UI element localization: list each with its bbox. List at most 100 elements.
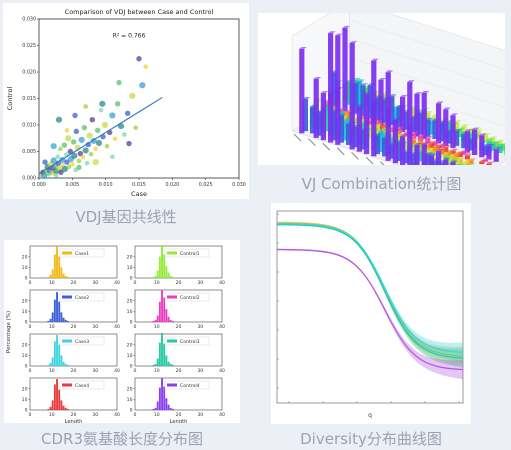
bars3d-bar — [450, 155, 456, 162]
diversity-band — [277, 221, 463, 366]
bars3d-bar — [497, 141, 503, 147]
hist-ytick-label: 10 — [22, 265, 28, 271]
scatter-point — [136, 56, 142, 62]
scatter-fit-line — [38, 96, 163, 175]
bars3d-bar-top — [342, 118, 350, 121]
hist-xtick-label: 30 — [92, 280, 98, 286]
hist-ytick-label: 10 — [127, 397, 133, 403]
hist-bar — [51, 312, 54, 322]
hist-ytick-label: 10 — [127, 309, 133, 315]
bars3d-bar — [335, 89, 341, 145]
bars3d-bar — [360, 85, 366, 116]
hist-ytick-label: 20 — [22, 386, 28, 392]
diversity-plot-frame — [276, 210, 464, 404]
bars3d-bar-top — [335, 87, 343, 90]
hist-legend-swatch — [62, 383, 72, 387]
scatter-point — [55, 160, 62, 166]
hist-bar — [66, 408, 69, 410]
scatter-point — [99, 100, 106, 107]
scatter-point — [84, 160, 90, 166]
bars3d-bar-top — [436, 101, 444, 104]
bars3d-bar — [450, 150, 456, 155]
bars3d-bar — [461, 134, 467, 149]
scatter-ytick-label: 0.020 — [22, 70, 36, 76]
bars3d-bar — [418, 151, 424, 162]
bars3d-bar-top — [374, 123, 383, 126]
bars3d-bar — [446, 131, 452, 144]
bars3d-bar — [410, 145, 416, 153]
scatter-point — [133, 125, 138, 130]
bars3d-bar — [432, 152, 438, 160]
bars3d-bar-top — [356, 79, 365, 82]
bars3d-bar — [360, 130, 366, 150]
diversity-panel: q — [271, 203, 471, 424]
hist-legend-label: Case2 — [75, 295, 89, 301]
bars3d-bar — [461, 126, 467, 135]
bars3d-bar — [374, 135, 380, 155]
hist-bar — [154, 363, 157, 366]
hist-bar — [169, 407, 172, 410]
bars3d-bar — [335, 35, 341, 112]
bars3d-bar-top — [454, 119, 462, 122]
hist-xtick-label: 40 — [219, 412, 225, 418]
bars3d-bar — [324, 105, 330, 132]
hist-xtick-label: 10 — [154, 280, 160, 286]
hist-bar — [66, 364, 69, 366]
scatter-caption: VDJ基因共线性 — [75, 208, 177, 226]
hist-xtick-label: 10 — [49, 280, 55, 286]
bars3d-bar — [392, 120, 398, 164]
scatter-point — [61, 142, 68, 148]
scatter-point — [104, 143, 110, 149]
hist-xtick-label: 10 — [154, 368, 160, 374]
bars3d-bar — [432, 146, 438, 153]
bars3d-gridline — [349, 19, 511, 72]
bars3d-panel — [258, 0, 511, 192]
bars3d-bar-top — [328, 91, 336, 94]
scatter-xtick-label: 0.020 — [165, 182, 179, 188]
bars3d-bar-top — [450, 113, 458, 116]
bars3d-bar — [410, 139, 416, 146]
hist-bar — [154, 319, 157, 322]
hist-xtick-label: 20 — [176, 280, 182, 286]
bars3d-bar — [454, 153, 460, 160]
bars3d-bar-top — [428, 141, 437, 144]
diversity-xlabel: q — [368, 412, 372, 419]
hist-ytick-label: 0 — [25, 276, 28, 282]
hist-legend-label: Control2 — [180, 295, 200, 301]
hist-bar — [156, 315, 159, 322]
bars3d-bar — [457, 159, 463, 164]
hist-panel-frame — [134, 377, 223, 411]
bars3d-bar — [425, 154, 431, 171]
scatter-point — [143, 64, 148, 69]
bars3d-bar — [450, 162, 456, 182]
bars3d-bar-top — [425, 117, 433, 120]
bars3d-caption: VJ Combination统计图 — [301, 175, 462, 193]
hist-bar — [64, 275, 67, 278]
bars3d-bar-top — [407, 80, 415, 82]
bars3d-bar — [378, 131, 384, 152]
scatter-point — [101, 121, 109, 129]
hist-bar — [161, 378, 163, 410]
bars3d-bar-top — [371, 58, 379, 61]
hist-bar — [154, 407, 157, 410]
scatter-chart: Comparison of VDJ between Case and Contr… — [6, 8, 246, 198]
bars3d-bar-top — [410, 131, 419, 134]
bars3d-bar — [374, 98, 380, 121]
bars3d-bar — [403, 141, 409, 150]
bars3d-bar-top — [414, 92, 422, 94]
hist-bar — [58, 256, 61, 278]
hist-bar — [169, 319, 172, 322]
bars3d-bar — [396, 141, 402, 161]
bars3d-bar-top — [454, 157, 462, 159]
hist-legend-box — [164, 336, 210, 346]
bars3d-bar — [436, 103, 442, 144]
bars3d-bar-top — [349, 41, 358, 43]
bars3d-bar-top — [497, 139, 505, 142]
bars3d-bar — [461, 151, 467, 155]
diversity-band — [277, 223, 463, 368]
bars3d-bar — [443, 109, 449, 146]
scatter-ytick-label: 0.015 — [22, 96, 36, 102]
scatter-title: Comparison of VDJ between Case and Contr… — [65, 8, 214, 16]
bars3d-bar — [450, 115, 456, 149]
hist-legend-box — [164, 292, 210, 302]
